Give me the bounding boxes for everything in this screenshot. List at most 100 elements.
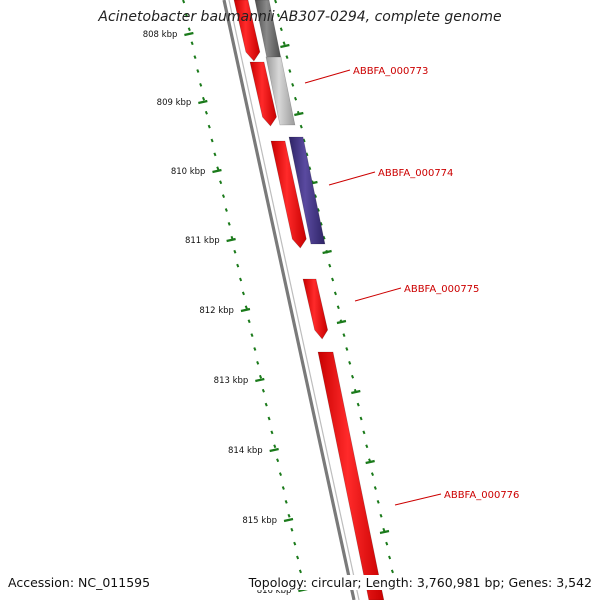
outer-ruler-minor-tick <box>388 555 392 560</box>
outer-ruler-minor-tick <box>370 472 375 476</box>
ruler-minor-tick <box>253 347 257 351</box>
ruler-minor-tick <box>287 513 291 518</box>
outer-ruler-minor-tick <box>299 124 303 129</box>
ruler-minor-tick <box>221 194 226 198</box>
outer-ruler-major-tick <box>280 43 290 49</box>
ruler-minor-tick <box>278 472 283 476</box>
gene-bar <box>270 140 307 249</box>
ruler-minor-tick <box>224 208 228 212</box>
outer-ruler-minor-tick <box>356 402 360 407</box>
outer-ruler-major-tick <box>322 249 332 255</box>
outer-ruler-minor-tick <box>322 235 326 240</box>
outer-ruler-minor-tick <box>382 527 386 532</box>
outer-ruler-minor-tick <box>385 541 389 546</box>
ruler-minor-tick <box>296 555 300 560</box>
outer-ruler-minor-tick <box>342 333 346 337</box>
outer-ruler-minor-tick <box>331 277 335 282</box>
ruler-minor-tick <box>213 152 217 157</box>
outer-ruler-minor-tick <box>390 569 394 574</box>
ruler-minor-tick <box>193 55 197 59</box>
ruler-minor-tick <box>290 527 294 532</box>
accession-text: Accession: NC_011595 <box>8 575 151 590</box>
outer-ruler-major-tick <box>294 111 304 117</box>
ruler-minor-tick <box>184 13 188 18</box>
outer-ruler-minor-tick <box>336 305 340 310</box>
outer-ruler-major-tick <box>336 319 347 325</box>
ruler-minor-tick <box>236 263 240 268</box>
ruler-minor-tick <box>196 69 200 73</box>
gene-label-leader <box>304 69 351 84</box>
ruler-label: 812 kbp <box>199 306 234 316</box>
ruler-major-tick <box>184 31 194 37</box>
gene-bar <box>233 0 261 62</box>
ruler-minor-tick <box>284 500 288 504</box>
backbone-line <box>222 0 356 601</box>
backbone-inner-line <box>228 0 360 601</box>
ruler-minor-tick <box>259 374 263 379</box>
gene-label: ABBFA_000774 <box>378 168 453 179</box>
ruler-minor-tick <box>207 124 211 129</box>
ruler-major-tick <box>255 377 265 383</box>
ruler-minor-tick <box>293 541 297 546</box>
ruler-minor-tick <box>182 0 186 4</box>
outer-ruler-minor-tick <box>282 41 286 46</box>
outer-ruler-minor-tick <box>319 222 323 226</box>
ruler-label: 810 kbp <box>171 167 206 177</box>
ruler-major-tick <box>198 99 208 105</box>
outer-ruler-minor-tick <box>333 291 337 296</box>
outer-ruler-minor-tick <box>313 194 318 198</box>
gene-bar <box>302 278 329 340</box>
ruler-minor-tick <box>190 41 194 46</box>
gene-bar <box>288 136 326 245</box>
ruler-minor-tick <box>210 138 214 143</box>
ruler-major-tick <box>283 517 294 523</box>
outer-ruler-minor-tick <box>316 208 320 212</box>
ruler-minor-tick <box>204 110 208 115</box>
ruler-minor-tick <box>233 249 237 254</box>
ruler-label: 815 kbp <box>242 516 277 526</box>
outer-ruler-major-tick <box>351 389 361 395</box>
ruler-minor-tick <box>187 27 191 32</box>
outer-ruler-minor-tick <box>328 263 332 268</box>
outer-ruler-minor-tick <box>276 13 280 18</box>
gene-label-leader <box>394 493 442 506</box>
ruler-minor-tick <box>227 222 231 226</box>
ruler-major-tick <box>212 168 222 174</box>
gene-label-leader <box>328 171 376 186</box>
ruler-minor-tick <box>298 569 302 574</box>
gene-bar <box>265 56 296 126</box>
outer-ruler-minor-tick <box>348 361 352 365</box>
ruler-label: 811 kbp <box>185 236 220 246</box>
outer-ruler-minor-tick <box>305 152 309 157</box>
ruler-minor-tick <box>239 277 243 282</box>
outer-ruler-minor-tick <box>302 138 306 143</box>
ruler-minor-tick <box>244 305 248 310</box>
ruler-minor-tick <box>281 486 285 490</box>
ruler-major-tick <box>240 307 251 313</box>
outer-ruler-minor-tick <box>362 430 366 435</box>
ruler-major-tick <box>226 237 236 243</box>
genome-summary-text: Topology: circular; Length: 3,760,981 bp… <box>248 575 592 590</box>
ruler-minor-tick <box>256 361 260 365</box>
ruler-major-tick <box>269 447 279 453</box>
gene-label: ABBFA_000776 <box>444 490 519 501</box>
outer-ruler-minor-tick <box>279 27 283 32</box>
ruler-minor-tick <box>202 96 206 101</box>
ruler-minor-tick <box>273 444 277 449</box>
outer-ruler-minor-tick <box>291 83 295 87</box>
outer-ruler-minor-tick <box>373 486 377 490</box>
ruler-minor-tick <box>276 458 280 463</box>
outer-ruler-minor-tick <box>379 513 383 518</box>
outer-ruler-minor-tick <box>285 55 289 59</box>
outer-ruler-minor-tick <box>288 69 292 73</box>
outer-ruler-minor-tick <box>359 416 363 421</box>
outer-ruler-minor-tick <box>308 166 312 171</box>
genome-title: Acinetobacter baumannii AB307-0294, comp… <box>98 9 502 25</box>
outer-ruler-minor-tick <box>365 444 369 449</box>
ruler-minor-tick <box>250 333 254 337</box>
gene-bar <box>249 61 277 127</box>
ruler-minor-tick <box>219 180 223 185</box>
ruler-label: 813 kbp <box>214 376 249 386</box>
